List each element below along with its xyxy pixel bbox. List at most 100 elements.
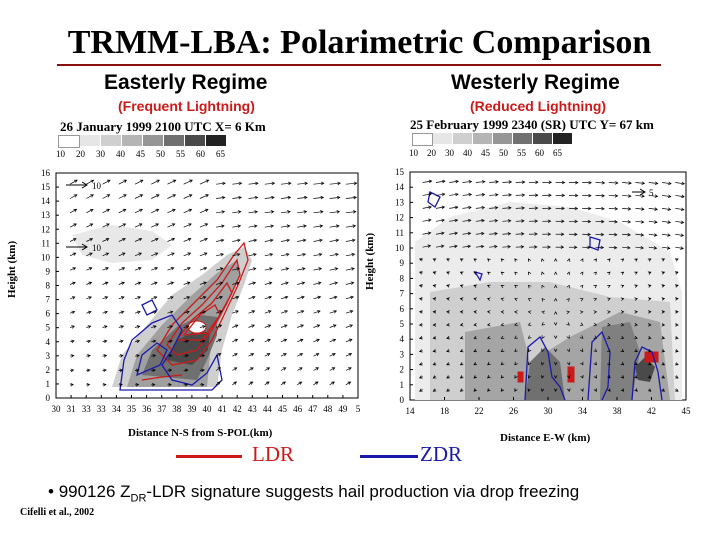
left-vector [216,253,224,257]
right-vector [462,194,472,196]
left-vector [183,252,191,257]
right-vector-head [541,361,545,366]
right-vector-head [667,207,672,211]
right-vector [608,233,617,236]
left-vector-head [218,310,223,314]
right-vector-head [681,181,686,186]
left-vector-head [136,339,141,344]
left-vector-head [152,339,157,344]
left-vector-head [304,195,308,200]
right-vector-head [540,258,545,262]
left-vector-head [106,208,111,213]
left-scale-label: 45 [136,149,145,159]
right-vector-head [540,388,545,392]
right-vector-head [534,219,539,223]
left-vector-head [204,223,209,227]
right-vector-head [446,375,450,379]
left-reflectivity-scale [58,135,227,148]
left-vector [167,355,172,357]
right-vector-head [675,310,679,314]
right-vector [502,181,512,183]
right-vector [435,180,446,183]
right-scale-label: 30 [445,148,454,158]
right-vector [648,195,658,197]
left-vector-head [137,296,142,300]
right-vector-head [667,194,672,199]
right-vector-head [641,181,646,185]
left-vector [86,238,93,242]
left-vector [134,311,141,314]
left-vector [216,268,224,271]
left-vector-head [106,179,111,183]
right-vector [661,246,670,249]
left-vector [264,310,272,314]
left-vector [102,282,109,285]
left-vector [232,253,240,257]
left-vector-head [202,310,207,314]
left-x-tick-label: 37 [157,404,167,414]
summary-bullet: • 990126 ZDR-LDR signature suggests hail… [48,482,579,504]
left-vector-head [285,267,290,271]
left-vector [264,253,273,257]
right-wind-vectors [418,179,686,392]
right-vector-head [500,335,505,339]
right-vector-head [675,336,679,340]
right-vector-head [514,258,518,262]
right-vector-head [441,231,445,236]
left-vector-head [122,208,127,213]
left-vector-head [171,252,175,256]
left-vector [167,238,175,242]
left-vector-head [315,367,320,371]
left-vector-head [89,223,94,227]
right-vector-head [527,298,532,302]
left-vector-head [172,179,177,183]
right-vector-head [634,271,638,275]
right-vector-head [566,348,571,353]
left-vector-head [72,281,76,285]
left-vector [345,182,357,185]
left-vector [167,223,175,228]
right-vector-head [468,179,473,184]
left-wind-vectors [69,179,358,387]
right-vector-head [647,362,652,366]
left-vector-head [172,208,176,212]
left-vector [86,267,92,271]
citation: Cifelli et al., 2002 [20,507,95,518]
left-vector [69,238,77,242]
right-vector-head [647,271,652,275]
right-vector-head [440,244,445,248]
right-vector-head [566,298,570,302]
right-vector-head [601,181,606,185]
left-vector [199,282,207,285]
right-vector [608,182,618,184]
right-vector-head [607,374,611,379]
left-vector [151,282,158,285]
right-vector-head [579,298,584,302]
right-vector-head [680,207,685,212]
right-vector-head [587,219,592,224]
left-vector-head [104,281,109,285]
left-vector [313,211,323,214]
right-vector-head [601,193,606,198]
right-vector-head [620,335,625,340]
right-vector-head [560,245,565,249]
left-vector-head [187,237,192,242]
right-vector [662,182,672,185]
left-vector-head [253,238,258,243]
right-vector-head [661,284,666,288]
left-vector-head [153,325,157,329]
right-vector [449,219,458,222]
right-vector-head [487,271,491,275]
left-vector-head [202,296,207,300]
bullet-marker: • [48,482,54,501]
right-vector-head [680,233,685,237]
right-vector-head [675,297,679,301]
left-vector-head [90,179,95,183]
left-vector-head [137,310,141,314]
right-vector-head [634,388,638,392]
right-vector [475,194,485,196]
left-y-tick-label: 14 [41,196,51,206]
right-vector-head [593,297,598,302]
right-vector-head [567,388,571,392]
left-vector-head [235,295,240,300]
